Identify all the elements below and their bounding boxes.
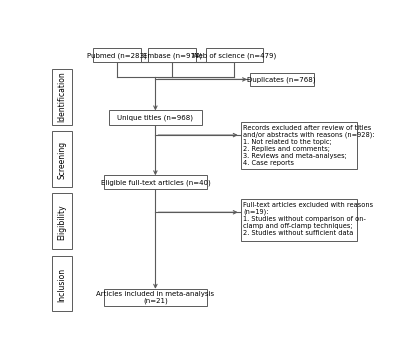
Text: Eligible full-text articles (n=40): Eligible full-text articles (n=40) <box>100 179 210 186</box>
Text: Articles included in meta-analysis
(n=21): Articles included in meta-analysis (n=21… <box>96 291 214 304</box>
Text: Records excluded after review of titles
and/or abstracts with reasons (n=928):
1: Records excluded after review of titles … <box>243 125 375 166</box>
Text: Embase (n=974): Embase (n=974) <box>143 52 202 59</box>
FancyBboxPatch shape <box>52 256 72 311</box>
Text: Web of science (n=479): Web of science (n=479) <box>192 52 276 59</box>
FancyBboxPatch shape <box>206 48 263 62</box>
FancyBboxPatch shape <box>148 48 196 62</box>
FancyBboxPatch shape <box>52 131 72 187</box>
Text: Eligibility: Eligibility <box>57 204 66 240</box>
FancyBboxPatch shape <box>104 176 206 190</box>
Text: Duplicates (n=768): Duplicates (n=768) <box>248 76 316 83</box>
Text: Unique titles (n=968): Unique titles (n=968) <box>118 114 194 121</box>
FancyBboxPatch shape <box>104 289 206 306</box>
Text: Identification: Identification <box>57 71 66 121</box>
FancyBboxPatch shape <box>52 193 72 249</box>
FancyBboxPatch shape <box>52 69 72 125</box>
FancyBboxPatch shape <box>241 199 357 241</box>
FancyBboxPatch shape <box>109 111 202 125</box>
FancyBboxPatch shape <box>93 48 141 62</box>
Text: Pubmed (n=283): Pubmed (n=283) <box>87 52 146 59</box>
Text: Full-text articles excluded with reasons
(n=19):
1. Studies without comparison o: Full-text articles excluded with reasons… <box>243 201 373 236</box>
FancyBboxPatch shape <box>241 122 357 169</box>
Text: Inclusion: Inclusion <box>57 268 66 303</box>
FancyBboxPatch shape <box>250 73 314 86</box>
Text: Screening: Screening <box>57 141 66 179</box>
